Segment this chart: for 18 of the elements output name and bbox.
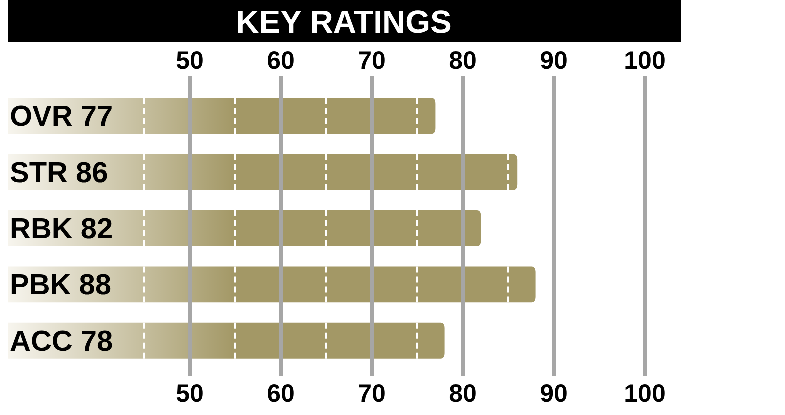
y-tick-label: ACC 78 [10,326,114,358]
y-tick-label: STR 86 [10,157,108,190]
x2-tick-label: 60 [267,47,295,75]
x-tick-label: 70 [358,380,386,408]
x-tick-label: 100 [624,380,666,408]
x2-tick-label: 70 [358,47,386,75]
x-tick-label: 60 [267,380,295,408]
y-tick-label: RBK 82 [10,214,114,246]
x-tick-label: 80 [449,380,477,408]
x-tick-label: 50 [176,380,204,408]
x2-tick-label: 100 [624,47,666,75]
x2-tick-label: 90 [540,47,568,75]
y-tick-label: PBK 88 [10,270,112,302]
y-tick-label: OVR 77 [10,101,114,134]
x2-tick-label: 50 [176,47,204,75]
x-tick-label: 90 [540,380,568,408]
x2-tick-label: 80 [449,47,477,75]
chart-title: KEY RATINGS [236,4,452,40]
